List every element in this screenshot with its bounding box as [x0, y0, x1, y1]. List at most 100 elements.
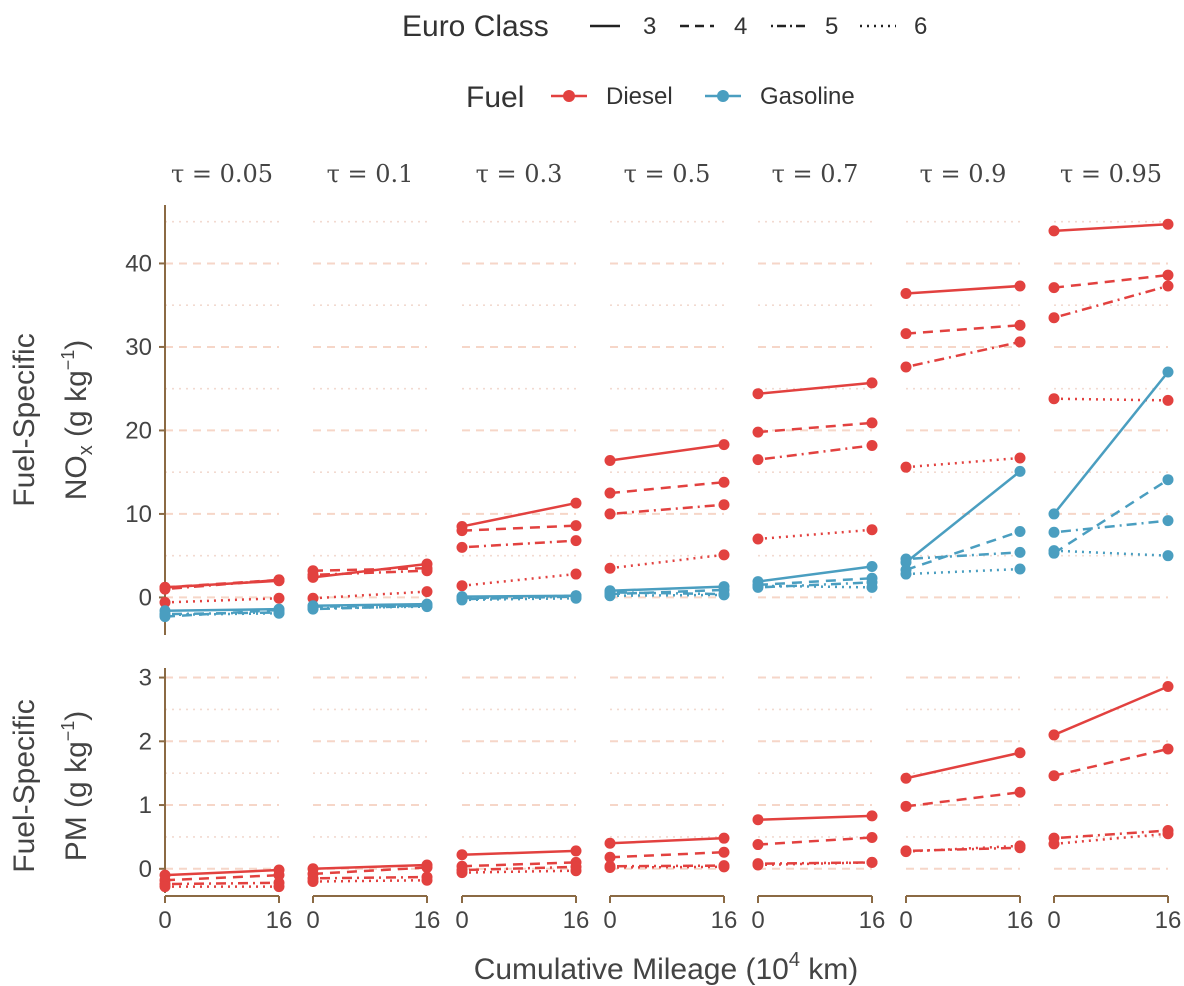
series-line-diesel-euro3	[461, 501, 577, 528]
data-point-diesel-euro6	[752, 859, 764, 871]
panel-pm: 0 1 2 3	[139, 665, 1174, 893]
data-point-diesel-euro3	[570, 497, 582, 509]
series-line-diesel-euro4	[609, 480, 725, 495]
data-point-diesel-euro5	[752, 454, 764, 466]
data-point-diesel-euro5	[900, 361, 912, 373]
series-line-diesel-euro6	[164, 597, 280, 604]
data-point-diesel-euro6	[900, 461, 912, 473]
data-point-diesel-euro6	[456, 580, 468, 592]
data-point-gasoline-euro6	[1162, 550, 1174, 562]
series-line-diesel-euro4	[312, 866, 428, 876]
facet-label-4: τ = 0.7	[772, 160, 859, 188]
series-line-diesel-euro4	[1053, 273, 1169, 289]
facet-label-5: τ = 0.9	[920, 160, 1007, 188]
y-title-nox-line2: NOx (g kg−1)	[58, 340, 97, 501]
y-title-pm: Fuel-Specific PM (g kg−1)	[8, 699, 93, 872]
series-line-diesel-euro5	[905, 340, 1021, 369]
data-point-diesel-euro3	[900, 288, 912, 300]
y-title-nox: Fuel-Specific NOx (g kg−1)	[8, 333, 97, 506]
series-line-diesel-euro6	[757, 861, 873, 867]
series-line-diesel-euro5	[461, 865, 577, 872]
series-line-diesel-euro5	[1053, 284, 1169, 319]
data-point-gasoline-euro3	[866, 561, 878, 573]
y-tick-label: 3	[139, 665, 152, 692]
series-line-diesel-euro5	[164, 578, 280, 591]
series-line-gasoline-euro4	[312, 604, 428, 608]
series-line-gasoline-euro6	[609, 593, 725, 598]
data-point-diesel-euro5	[866, 439, 878, 451]
data-point-diesel-euro3	[604, 454, 616, 466]
y-tick-label: 30	[125, 334, 152, 361]
data-point-gasoline-euro5	[1048, 526, 1060, 538]
y-tick-label: 10	[125, 501, 152, 528]
x-tick-label: 0	[306, 907, 319, 934]
data-point-gasoline-euro3	[1014, 465, 1026, 477]
series-line-gasoline-euro3	[164, 607, 280, 613]
series-line-gasoline-euro6	[905, 567, 1021, 576]
data-point-gasoline-euro5	[900, 553, 912, 565]
data-point-gasoline-euro6	[421, 601, 433, 613]
data-point-diesel-euro6	[604, 862, 616, 874]
series-line-gasoline-euro3	[757, 565, 873, 583]
y-tick-label: 20	[125, 417, 152, 444]
series-line-diesel-euro6	[461, 572, 577, 587]
data-point-diesel-euro3	[752, 814, 764, 826]
x-tick-label: 0	[158, 907, 171, 934]
series-line-diesel-euro4	[905, 791, 1021, 808]
data-point-diesel-euro6	[273, 592, 285, 604]
y-tick-label: 0	[139, 856, 152, 883]
data-point-gasoline-euro6	[570, 592, 582, 604]
data-point-diesel-euro4	[570, 520, 582, 532]
data-point-diesel-euro4	[1162, 269, 1174, 281]
panel-nox: 0 10 20 30 40	[125, 205, 1174, 635]
series-line-diesel-euro6	[312, 590, 428, 600]
data-point-diesel-euro4	[718, 846, 730, 858]
data-point-diesel-euro6	[159, 881, 171, 893]
data-point-diesel-euro4	[900, 800, 912, 812]
data-point-diesel-euro4	[900, 328, 912, 340]
series-line-gasoline-euro5	[1053, 519, 1169, 534]
series-line-gasoline-euro3	[609, 585, 725, 592]
x-tick-label: 16	[266, 907, 293, 934]
legend-euro-class-title: Euro Class	[402, 10, 549, 43]
series-line-diesel-euro4	[312, 566, 428, 572]
data-point-diesel-euro6	[1048, 838, 1060, 850]
data-point-diesel-euro5	[1162, 280, 1174, 292]
data-point-gasoline-euro6	[307, 602, 319, 614]
data-point-diesel-euro3	[604, 837, 616, 849]
data-point-diesel-euro3	[1048, 729, 1060, 741]
x-tick-label: 0	[455, 907, 468, 934]
data-point-diesel-euro3	[1162, 218, 1174, 230]
series-line-diesel-euro4	[461, 524, 577, 532]
data-point-diesel-euro6	[1014, 840, 1026, 852]
x-tick-label: 16	[414, 907, 441, 934]
data-point-gasoline-euro3	[1162, 366, 1174, 378]
legend-euro-6-label: 6	[914, 13, 927, 40]
series-line-diesel-euro5	[609, 503, 725, 516]
series-line-diesel-euro3	[1053, 222, 1169, 233]
series-line-gasoline-euro5	[905, 551, 1021, 561]
data-point-diesel-euro6	[718, 549, 730, 561]
data-point-diesel-euro4	[456, 525, 468, 537]
series-line-diesel-euro3	[609, 443, 725, 462]
y-tick-label: 2	[139, 728, 152, 755]
data-point-gasoline-euro6	[718, 589, 730, 601]
legend-gasoline-marker	[717, 90, 729, 102]
data-point-gasoline-euro6	[866, 581, 878, 593]
data-point-gasoline-euro6	[1014, 563, 1026, 575]
series-line-gasoline-euro6	[312, 605, 428, 610]
series-line-gasoline-euro5	[461, 595, 577, 601]
data-point-gasoline-euro5	[1014, 546, 1026, 558]
data-point-diesel-euro4	[604, 851, 616, 863]
data-point-diesel-euro4	[1048, 282, 1060, 294]
data-point-diesel-euro3	[866, 810, 878, 822]
data-point-diesel-euro6	[1162, 828, 1174, 840]
data-point-diesel-euro6	[273, 881, 285, 893]
data-point-diesel-euro3	[1014, 747, 1026, 759]
data-point-diesel-euro6	[866, 524, 878, 536]
x-tick-label: 16	[859, 907, 886, 934]
series-line-diesel-euro3	[757, 381, 873, 395]
data-point-gasoline-euro4	[1014, 525, 1026, 537]
series-line-gasoline-euro6	[1053, 549, 1169, 557]
legend-euro-4-label: 4	[734, 13, 747, 40]
